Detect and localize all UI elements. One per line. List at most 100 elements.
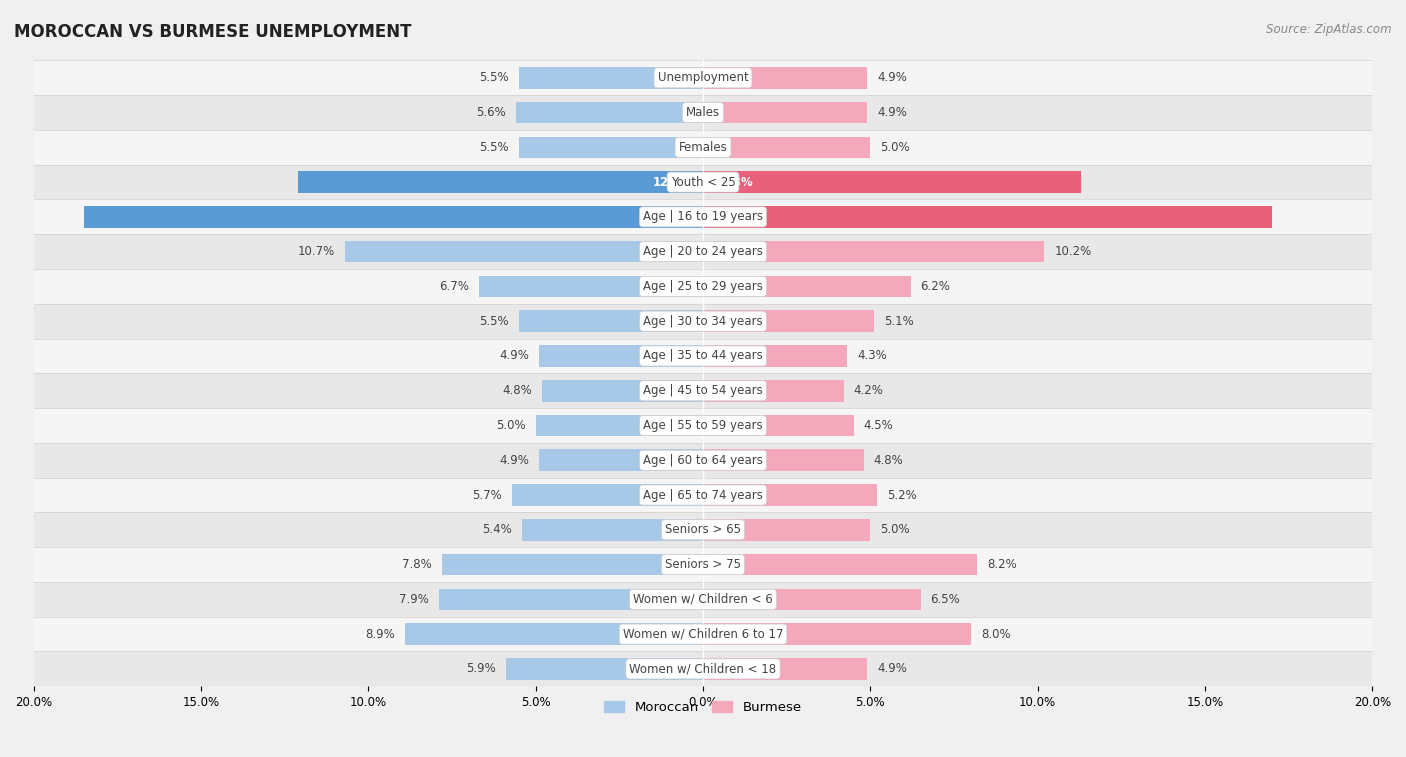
Bar bbox=[703, 345, 846, 366]
Bar bbox=[703, 310, 873, 332]
Text: Age | 65 to 74 years: Age | 65 to 74 years bbox=[643, 488, 763, 502]
Text: Age | 16 to 19 years: Age | 16 to 19 years bbox=[643, 210, 763, 223]
Bar bbox=[516, 101, 703, 123]
Text: 4.9%: 4.9% bbox=[499, 350, 529, 363]
Text: Age | 30 to 34 years: Age | 30 to 34 years bbox=[643, 315, 763, 328]
Text: 5.5%: 5.5% bbox=[479, 315, 509, 328]
Bar bbox=[506, 658, 703, 680]
Text: 5.9%: 5.9% bbox=[465, 662, 495, 675]
Text: 4.8%: 4.8% bbox=[502, 385, 533, 397]
Bar bbox=[538, 345, 703, 366]
Bar bbox=[703, 450, 863, 471]
Bar bbox=[34, 61, 1372, 95]
Text: 6.7%: 6.7% bbox=[439, 280, 468, 293]
Bar bbox=[703, 588, 921, 610]
Text: 8.0%: 8.0% bbox=[981, 628, 1011, 640]
Text: Age | 20 to 24 years: Age | 20 to 24 years bbox=[643, 245, 763, 258]
Bar bbox=[34, 234, 1372, 269]
Bar bbox=[34, 443, 1372, 478]
Text: Age | 45 to 54 years: Age | 45 to 54 years bbox=[643, 385, 763, 397]
Text: 5.4%: 5.4% bbox=[482, 523, 512, 536]
Bar bbox=[34, 130, 1372, 165]
Text: 18.5%: 18.5% bbox=[652, 210, 693, 223]
Bar bbox=[34, 269, 1372, 304]
Bar bbox=[543, 380, 703, 401]
Text: Age | 55 to 59 years: Age | 55 to 59 years bbox=[643, 419, 763, 432]
Bar bbox=[344, 241, 703, 263]
Text: 8.9%: 8.9% bbox=[366, 628, 395, 640]
Bar bbox=[34, 408, 1372, 443]
Text: 4.9%: 4.9% bbox=[877, 71, 907, 84]
Bar bbox=[34, 478, 1372, 512]
Text: 5.7%: 5.7% bbox=[472, 488, 502, 502]
Bar bbox=[34, 165, 1372, 200]
Bar bbox=[703, 101, 868, 123]
Bar bbox=[34, 547, 1372, 582]
Bar bbox=[703, 67, 868, 89]
Text: 5.5%: 5.5% bbox=[479, 71, 509, 84]
Text: 8.2%: 8.2% bbox=[987, 558, 1018, 571]
Text: 4.8%: 4.8% bbox=[873, 453, 904, 467]
Text: 4.9%: 4.9% bbox=[877, 106, 907, 119]
Text: 11.3%: 11.3% bbox=[713, 176, 754, 188]
Text: 6.5%: 6.5% bbox=[931, 593, 960, 606]
Text: MOROCCAN VS BURMESE UNEMPLOYMENT: MOROCCAN VS BURMESE UNEMPLOYMENT bbox=[14, 23, 412, 41]
Bar bbox=[703, 380, 844, 401]
Text: 7.8%: 7.8% bbox=[402, 558, 432, 571]
Bar bbox=[34, 200, 1372, 234]
Bar bbox=[703, 554, 977, 575]
Bar bbox=[34, 512, 1372, 547]
Bar bbox=[439, 588, 703, 610]
Text: 4.9%: 4.9% bbox=[877, 662, 907, 675]
Text: Age | 60 to 64 years: Age | 60 to 64 years bbox=[643, 453, 763, 467]
Text: 4.2%: 4.2% bbox=[853, 385, 883, 397]
Bar bbox=[84, 206, 703, 228]
Bar bbox=[519, 310, 703, 332]
Bar bbox=[703, 415, 853, 436]
Bar bbox=[703, 519, 870, 540]
Text: 12.1%: 12.1% bbox=[652, 176, 693, 188]
Text: 10.7%: 10.7% bbox=[298, 245, 335, 258]
Text: 10.2%: 10.2% bbox=[1054, 245, 1091, 258]
Text: Age | 35 to 44 years: Age | 35 to 44 years bbox=[643, 350, 763, 363]
Text: 4.3%: 4.3% bbox=[858, 350, 887, 363]
Text: 17.0%: 17.0% bbox=[713, 210, 754, 223]
Bar bbox=[34, 582, 1372, 617]
Text: 5.0%: 5.0% bbox=[496, 419, 526, 432]
Bar bbox=[519, 136, 703, 158]
Text: 4.5%: 4.5% bbox=[863, 419, 893, 432]
Text: Seniors > 65: Seniors > 65 bbox=[665, 523, 741, 536]
Text: 4.9%: 4.9% bbox=[499, 453, 529, 467]
Text: Women w/ Children < 6: Women w/ Children < 6 bbox=[633, 593, 773, 606]
Bar bbox=[703, 171, 1081, 193]
Text: Males: Males bbox=[686, 106, 720, 119]
Text: Age | 25 to 29 years: Age | 25 to 29 years bbox=[643, 280, 763, 293]
Bar bbox=[538, 450, 703, 471]
Text: 5.6%: 5.6% bbox=[475, 106, 506, 119]
Legend: Moroccan, Burmese: Moroccan, Burmese bbox=[605, 701, 801, 714]
Bar bbox=[522, 519, 703, 540]
Text: Youth < 25: Youth < 25 bbox=[671, 176, 735, 188]
Text: 7.9%: 7.9% bbox=[399, 593, 429, 606]
Text: 6.2%: 6.2% bbox=[921, 280, 950, 293]
Text: Women w/ Children < 18: Women w/ Children < 18 bbox=[630, 662, 776, 675]
Text: 5.5%: 5.5% bbox=[479, 141, 509, 154]
Bar bbox=[703, 136, 870, 158]
Bar bbox=[703, 484, 877, 506]
Bar bbox=[703, 623, 970, 645]
Text: Females: Females bbox=[679, 141, 727, 154]
Bar bbox=[34, 338, 1372, 373]
Text: Unemployment: Unemployment bbox=[658, 71, 748, 84]
Text: Source: ZipAtlas.com: Source: ZipAtlas.com bbox=[1267, 23, 1392, 36]
Bar bbox=[703, 241, 1045, 263]
Text: Women w/ Children 6 to 17: Women w/ Children 6 to 17 bbox=[623, 628, 783, 640]
Bar bbox=[34, 617, 1372, 652]
Bar bbox=[512, 484, 703, 506]
Text: 5.0%: 5.0% bbox=[880, 141, 910, 154]
Bar bbox=[703, 206, 1272, 228]
Bar bbox=[34, 304, 1372, 338]
Text: 5.0%: 5.0% bbox=[880, 523, 910, 536]
Text: 5.2%: 5.2% bbox=[887, 488, 917, 502]
Bar bbox=[405, 623, 703, 645]
Bar bbox=[478, 276, 703, 298]
